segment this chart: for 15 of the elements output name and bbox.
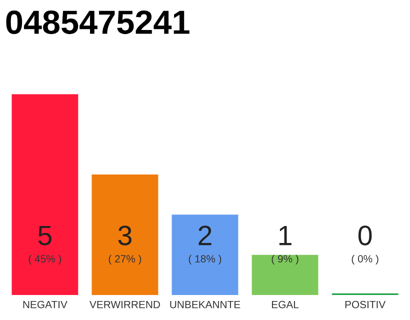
data-label: 3 ( 27% ) xyxy=(108,226,142,265)
x-tick-label: NEGATIV xyxy=(23,300,68,308)
bar xyxy=(252,254,318,296)
data-label: 0 ( 0% ) xyxy=(352,226,378,265)
data-label: 1 ( 9% ) xyxy=(272,226,298,265)
chart-title: 0485475241 xyxy=(6,10,190,34)
bar xyxy=(12,94,78,296)
x-tick-label: UNBEKANNTE xyxy=(170,300,240,308)
bar xyxy=(92,174,158,296)
x-tick-label: VERWIRREND xyxy=(90,300,160,308)
x-tick-label: POSITIV xyxy=(345,300,386,308)
data-label: 2 ( 18% ) xyxy=(188,226,222,265)
x-tick-label: EGAL xyxy=(272,300,299,308)
data-label: 5 ( 45% ) xyxy=(28,226,62,265)
bar xyxy=(172,214,238,296)
